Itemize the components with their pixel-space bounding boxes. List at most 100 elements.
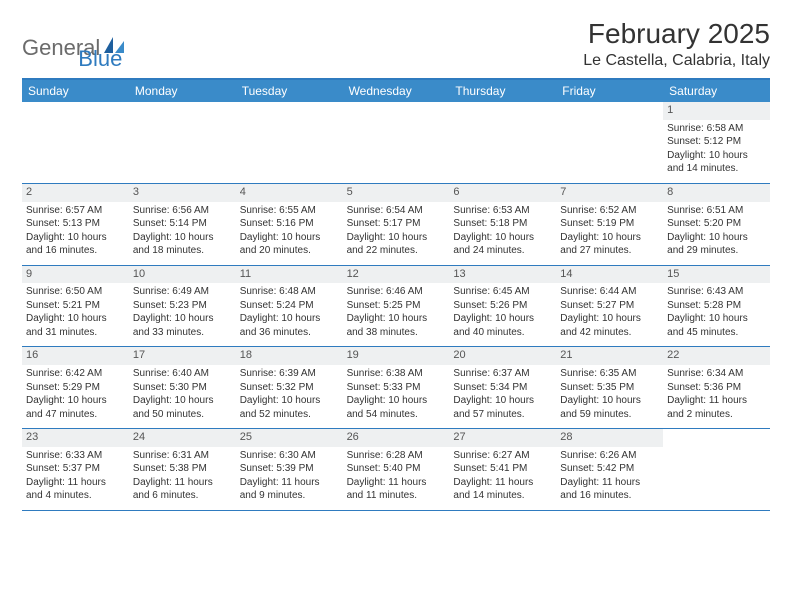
- daylight2-label: and 6 minutes.: [133, 490, 232, 503]
- daylight1-label: Daylight: 10 hours: [667, 313, 766, 326]
- sunset-label: Sunset: 5:30 PM: [133, 382, 232, 395]
- day-number: 13: [449, 266, 556, 284]
- daylight1-label: Daylight: 10 hours: [667, 232, 766, 245]
- sunrise-label: Sunrise: 6:39 AM: [240, 368, 339, 381]
- daylight2-label: and 20 minutes.: [240, 245, 339, 258]
- sunset-label: Sunset: 5:24 PM: [240, 300, 339, 313]
- sunrise-label: Sunrise: 6:56 AM: [133, 205, 232, 218]
- calendar: Sunday Monday Tuesday Wednesday Thursday…: [22, 78, 770, 511]
- day-cell: 10Sunrise: 6:49 AMSunset: 5:23 PMDayligh…: [129, 266, 236, 347]
- location-label: Le Castella, Calabria, Italy: [583, 52, 770, 70]
- daylight2-label: and 22 minutes.: [347, 245, 446, 258]
- week-row: 16Sunrise: 6:42 AMSunset: 5:29 PMDayligh…: [22, 347, 770, 429]
- day-cell: 14Sunrise: 6:44 AMSunset: 5:27 PMDayligh…: [556, 266, 663, 347]
- day-cell: 24Sunrise: 6:31 AMSunset: 5:38 PMDayligh…: [129, 429, 236, 510]
- sunset-label: Sunset: 5:39 PM: [240, 463, 339, 476]
- day-number: 9: [22, 266, 129, 284]
- day-cell: 7Sunrise: 6:52 AMSunset: 5:19 PMDaylight…: [556, 184, 663, 265]
- week-row: 1Sunrise: 6:58 AMSunset: 5:12 PMDaylight…: [22, 102, 770, 184]
- sunset-label: Sunset: 5:37 PM: [26, 463, 125, 476]
- daylight1-label: Daylight: 10 hours: [560, 395, 659, 408]
- day-cell: 12Sunrise: 6:46 AMSunset: 5:25 PMDayligh…: [343, 266, 450, 347]
- daylight2-label: and 57 minutes.: [453, 409, 552, 422]
- day-cell: 25Sunrise: 6:30 AMSunset: 5:39 PMDayligh…: [236, 429, 343, 510]
- daylight1-label: Daylight: 10 hours: [26, 313, 125, 326]
- sunset-label: Sunset: 5:16 PM: [240, 218, 339, 231]
- day-cell: 4Sunrise: 6:55 AMSunset: 5:16 PMDaylight…: [236, 184, 343, 265]
- daylight1-label: Daylight: 10 hours: [240, 232, 339, 245]
- sunrise-label: Sunrise: 6:34 AM: [667, 368, 766, 381]
- day-number: 27: [449, 429, 556, 447]
- daylight1-label: Daylight: 10 hours: [347, 313, 446, 326]
- week-row: 23Sunrise: 6:33 AMSunset: 5:37 PMDayligh…: [22, 429, 770, 511]
- daylight1-label: Daylight: 10 hours: [347, 232, 446, 245]
- day-cell: 19Sunrise: 6:38 AMSunset: 5:33 PMDayligh…: [343, 347, 450, 428]
- week-row: 9Sunrise: 6:50 AMSunset: 5:21 PMDaylight…: [22, 266, 770, 348]
- sunset-label: Sunset: 5:25 PM: [347, 300, 446, 313]
- day-cell: 26Sunrise: 6:28 AMSunset: 5:40 PMDayligh…: [343, 429, 450, 510]
- day-number: 14: [556, 266, 663, 284]
- day-cell: 9Sunrise: 6:50 AMSunset: 5:21 PMDaylight…: [22, 266, 129, 347]
- sunset-label: Sunset: 5:42 PM: [560, 463, 659, 476]
- day-cell: 3Sunrise: 6:56 AMSunset: 5:14 PMDaylight…: [129, 184, 236, 265]
- sunset-label: Sunset: 5:29 PM: [26, 382, 125, 395]
- daylight1-label: Daylight: 10 hours: [26, 395, 125, 408]
- day-cell: 28Sunrise: 6:26 AMSunset: 5:42 PMDayligh…: [556, 429, 663, 510]
- daylight1-label: Daylight: 11 hours: [667, 395, 766, 408]
- day-cell: 22Sunrise: 6:34 AMSunset: 5:36 PMDayligh…: [663, 347, 770, 428]
- day-cell: 8Sunrise: 6:51 AMSunset: 5:20 PMDaylight…: [663, 184, 770, 265]
- day-cell: 11 Sunrise: 6:48 AMSunset: 5:24 PMDayligh…: [236, 266, 343, 347]
- logo-text-blue: Blue: [78, 46, 122, 72]
- day-number: 11: [236, 266, 343, 284]
- sunrise-label: Sunrise: 6:54 AM: [347, 205, 446, 218]
- day-cell: 17Sunrise: 6:40 AMSunset: 5:30 PMDayligh…: [129, 347, 236, 428]
- daylight2-label: and 50 minutes.: [133, 409, 232, 422]
- day-cell: 6Sunrise: 6:53 AMSunset: 5:18 PMDaylight…: [449, 184, 556, 265]
- day-number: 8: [663, 184, 770, 202]
- daylight2-label: and 16 minutes.: [26, 245, 125, 258]
- sunrise-label: Sunrise: 6:46 AM: [347, 286, 446, 299]
- day-header: Tuesday: [236, 80, 343, 102]
- week-row: 2Sunrise: 6:57 AMSunset: 5:13 PMDaylight…: [22, 184, 770, 266]
- daylight1-label: Daylight: 11 hours: [26, 477, 125, 490]
- day-cell: [556, 102, 663, 183]
- day-cell: 23Sunrise: 6:33 AMSunset: 5:37 PMDayligh…: [22, 429, 129, 510]
- daylight1-label: Daylight: 10 hours: [26, 232, 125, 245]
- daylight2-label: and 14 minutes.: [453, 490, 552, 503]
- day-cell: 21Sunrise: 6:35 AMSunset: 5:35 PMDayligh…: [556, 347, 663, 428]
- daylight2-label: and 24 minutes.: [453, 245, 552, 258]
- sunrise-label: Sunrise: 6:28 AM: [347, 450, 446, 463]
- sunset-label: Sunset: 5:20 PM: [667, 218, 766, 231]
- day-header: Thursday: [449, 80, 556, 102]
- day-number: 22: [663, 347, 770, 365]
- day-number: 20: [449, 347, 556, 365]
- day-number: 26: [343, 429, 450, 447]
- sunrise-label: Sunrise: 6:58 AM: [667, 123, 766, 136]
- daylight2-label: and 9 minutes.: [240, 490, 339, 503]
- daylight1-label: Daylight: 10 hours: [240, 313, 339, 326]
- day-number: 6: [449, 184, 556, 202]
- day-header: Wednesday: [343, 80, 450, 102]
- day-number: 23: [22, 429, 129, 447]
- logo: General Blue: [22, 24, 122, 72]
- day-cell: [22, 102, 129, 183]
- daylight2-label: and 11 minutes.: [347, 490, 446, 503]
- day-header-row: Sunday Monday Tuesday Wednesday Thursday…: [22, 80, 770, 102]
- day-header: Monday: [129, 80, 236, 102]
- daylight2-label: and 36 minutes.: [240, 327, 339, 340]
- daylight1-label: Daylight: 11 hours: [453, 477, 552, 490]
- daylight1-label: Daylight: 10 hours: [453, 232, 552, 245]
- sunset-label: Sunset: 5:35 PM: [560, 382, 659, 395]
- sunrise-label: Sunrise: 6:45 AM: [453, 286, 552, 299]
- sunrise-label: Sunrise: 6:42 AM: [26, 368, 125, 381]
- sunrise-label: Sunrise: 6:30 AM: [240, 450, 339, 463]
- day-number: 15: [663, 266, 770, 284]
- daylight2-label: and 2 minutes.: [667, 409, 766, 422]
- daylight1-label: Daylight: 10 hours: [347, 395, 446, 408]
- sunrise-label: Sunrise: 6:48 AM: [240, 286, 339, 299]
- day-cell: 15Sunrise: 6:43 AMSunset: 5:28 PMDayligh…: [663, 266, 770, 347]
- title-block: February 2025 Le Castella, Calabria, Ita…: [583, 18, 770, 70]
- sunset-label: Sunset: 5:33 PM: [347, 382, 446, 395]
- sunrise-label: Sunrise: 6:31 AM: [133, 450, 232, 463]
- day-header: Friday: [556, 80, 663, 102]
